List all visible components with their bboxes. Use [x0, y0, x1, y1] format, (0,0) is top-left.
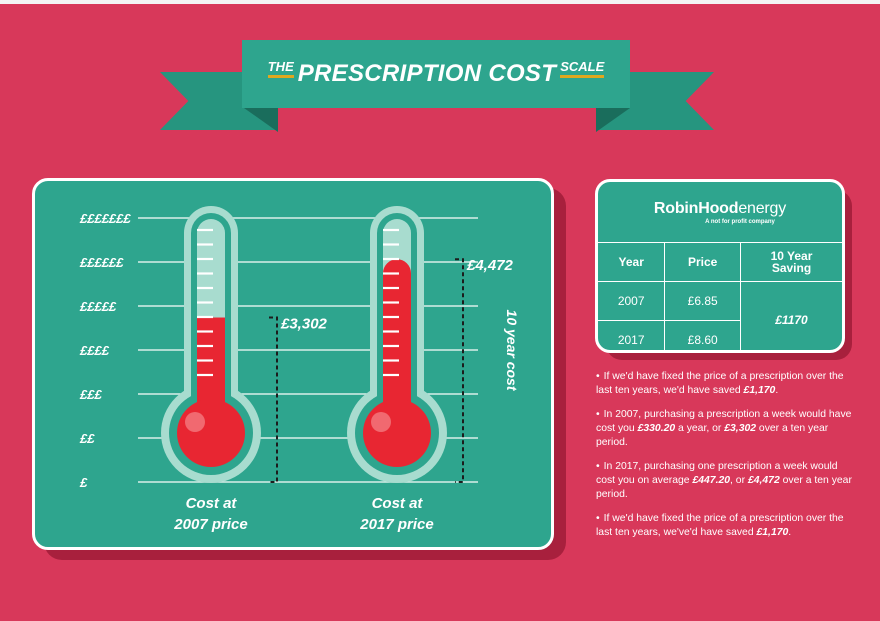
y-tick-label: £££££££	[79, 211, 131, 226]
note-text: In 2017, purchasing one prescription a w…	[596, 461, 838, 486]
note-tail: a year, or	[675, 423, 725, 434]
note-bold: £330.20	[637, 423, 676, 434]
note-text: If we'd have fixed the price of a prescr…	[596, 371, 844, 396]
value-label: £3,302	[280, 316, 328, 333]
y-axis-label: 10 year cost	[504, 310, 520, 392]
title-banner: THE PRESCRIPTION COST SCALE	[242, 40, 630, 108]
bullet-icon: •	[596, 409, 600, 420]
cell-saving: £1170	[739, 281, 842, 350]
thermometer-2: £4,472 Cost at 2017 price	[347, 206, 514, 533]
bulb-highlight	[371, 412, 391, 432]
y-tick-label: £	[79, 475, 88, 490]
bullet-icon: •	[596, 461, 600, 472]
category-label: 2007 price	[173, 516, 247, 533]
note-tail: , or	[730, 475, 748, 486]
banner-the: THE	[267, 59, 294, 78]
brand-logo: RobinHoodenergy A not for profit company	[598, 182, 842, 242]
table-row: 2007 £6.85 £1170	[598, 281, 842, 350]
banner-title: PRESCRIPTION COST	[297, 60, 557, 87]
value-bracket	[455, 258, 464, 483]
note-bold: £1,170	[756, 527, 789, 538]
bulb-highlight	[185, 412, 205, 432]
cell-price: £8.60	[664, 320, 741, 350]
note-tail: .	[788, 527, 792, 538]
cell-year: 2017	[598, 320, 666, 350]
brand-name-bold: RobinHood	[653, 199, 739, 217]
category-label: 2017 price	[359, 516, 433, 533]
table-row: 2017 £8.60	[598, 320, 842, 350]
mercury-bulb	[363, 399, 431, 467]
note-bold: £447.20	[692, 475, 731, 486]
header-saving-line2: Saving	[771, 261, 812, 275]
bullet-icon: •	[596, 371, 600, 382]
notes-list: • If we'd have fixed the price of a presc…	[596, 370, 854, 550]
cell-price: £6.85	[664, 281, 741, 321]
y-tick-label: £££££	[79, 299, 117, 314]
header-saving-line1: 10 Year	[770, 249, 813, 263]
note-item: • If we'd have fixed the price of a presc…	[596, 370, 854, 398]
note-bold: £1,170	[743, 385, 776, 396]
banner-scale: SCALE	[560, 59, 605, 78]
bullet-icon: •	[596, 513, 600, 524]
note-bold-2: £3,302	[724, 423, 757, 434]
price-table-panel: RobinHoodenergy A not for profit company…	[595, 179, 845, 353]
note-tail-2: over a ten year period.	[596, 475, 852, 500]
y-tick-label: ££££	[79, 343, 110, 358]
note-tail: .	[775, 385, 779, 396]
top-edge	[0, 0, 880, 4]
note-item: • In 2007, purchasing a prescription a we…	[596, 408, 854, 450]
note-text: In 2007, purchasing a prescription a wee…	[596, 409, 852, 434]
note-tail-2: over a ten year period.	[596, 423, 829, 448]
category-label: Cost at	[186, 495, 238, 512]
category-label: Cost at	[372, 495, 424, 512]
cell-year: 2007	[598, 281, 666, 321]
brand-tagline: A not for profit company	[705, 218, 775, 225]
note-item: • If we'd have fixed the price of a presc…	[596, 512, 854, 540]
y-tick-label: ££££££	[79, 255, 124, 270]
note-item: • In 2017, purchasing one prescription a …	[596, 460, 854, 502]
value-label: £4,472	[466, 257, 514, 274]
y-tick-label: ££	[79, 431, 95, 446]
brand-name-light: energy	[738, 199, 787, 217]
mercury-bulb	[177, 399, 245, 467]
value-bracket	[269, 316, 278, 483]
table-header-row: Year Price 10 Year Saving	[598, 242, 842, 282]
header-price: Price	[664, 242, 741, 282]
thermometer-1: £3,302 Cost at 2007 price	[161, 206, 328, 533]
chart-panel	[32, 178, 554, 550]
note-bold-2: £4,472	[747, 475, 780, 486]
header-year: Year	[598, 242, 666, 282]
y-tick-label: £££	[79, 387, 102, 402]
price-table: Year Price 10 Year Saving 2007 £6.85 £117…	[598, 242, 842, 350]
header-saving: 10 Year Saving	[739, 242, 842, 282]
note-text: If we'd have fixed the price of a prescr…	[596, 513, 844, 538]
